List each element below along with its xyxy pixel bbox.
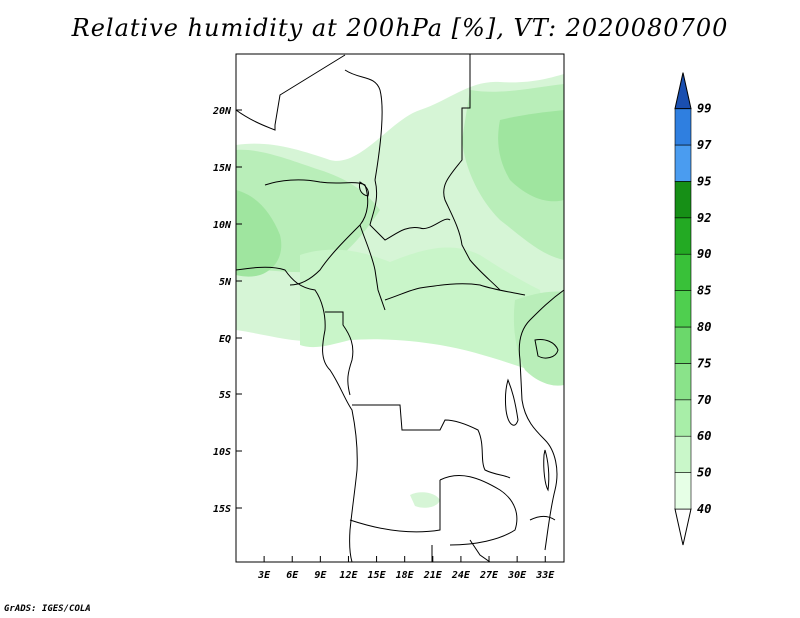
colorbar-label: 85 bbox=[697, 284, 711, 298]
colorbar-label: 92 bbox=[697, 211, 711, 225]
lat-label: 5S bbox=[219, 390, 231, 401]
lat-label: 5N bbox=[219, 277, 232, 288]
border-car-drc bbox=[384, 283, 526, 301]
colorbar-label: 95 bbox=[697, 174, 711, 188]
border-cameroon bbox=[359, 224, 386, 311]
border-congo-gabon bbox=[325, 311, 354, 396]
lon-label: 15E bbox=[368, 570, 387, 581]
coastline-east-africa bbox=[529, 515, 556, 521]
lon-label: 3E bbox=[257, 570, 271, 581]
colorbar-bin bbox=[674, 363, 692, 401]
colorbar-bin bbox=[674, 181, 692, 219]
colorbar-label: 80 bbox=[697, 320, 711, 334]
colorbar-bin bbox=[674, 326, 692, 364]
colorbar-bin bbox=[674, 108, 692, 146]
border-chad-car bbox=[369, 179, 451, 241]
lat-label: 10S bbox=[213, 447, 231, 458]
longitude-axis: 3E 6E 9E 12E 15E 18E 21E 24E 27E 30E 33E bbox=[257, 556, 555, 581]
lake-victoria bbox=[534, 339, 559, 359]
lon-label: 6E bbox=[286, 570, 299, 581]
colorbar-lower-arrow bbox=[674, 508, 692, 546]
colorbar-upper-arrow bbox=[674, 72, 692, 110]
colorbar: 40 50 60 70 75 80 85 90 92 95 97 99 bbox=[674, 72, 712, 546]
border-drc-angola bbox=[352, 404, 511, 479]
lat-label: 20N bbox=[212, 106, 232, 117]
lon-label: 9E bbox=[314, 570, 327, 581]
lake-malawi bbox=[543, 449, 550, 492]
lat-label: 15S bbox=[213, 504, 231, 515]
latitude-axis: 20N 15N 10N 5N EQ 5S 10S 15S bbox=[212, 106, 242, 515]
grads-credit: GrADS: IGES/COLA bbox=[4, 604, 91, 614]
border-nigeria bbox=[264, 179, 369, 286]
lon-label: 12E bbox=[339, 570, 358, 581]
colorbar-label: 60 bbox=[697, 429, 711, 443]
lon-label: 21E bbox=[423, 570, 443, 581]
colorbar-label: 75 bbox=[697, 356, 711, 370]
lon-label: 24E bbox=[451, 570, 471, 581]
humidity-region-west bbox=[236, 190, 282, 277]
colorbar-label: 70 bbox=[697, 393, 711, 407]
lake-chad bbox=[359, 181, 369, 197]
colorbar-label: 97 bbox=[697, 138, 712, 152]
colorbar-bin bbox=[674, 472, 692, 510]
colorbar-label: 99 bbox=[697, 102, 711, 116]
humidity-region-south-patch bbox=[410, 492, 440, 508]
humidity-shading bbox=[236, 74, 564, 508]
colorbar-bin bbox=[674, 253, 692, 291]
colorbar-bin bbox=[674, 399, 692, 437]
border-sahara-north bbox=[236, 54, 346, 131]
map-frame bbox=[235, 53, 565, 563]
border-sudan bbox=[443, 54, 501, 291]
humidity-region-central bbox=[300, 247, 542, 370]
lon-label: 30E bbox=[507, 570, 527, 581]
border-east-africa bbox=[518, 289, 564, 551]
colorbar-label: 90 bbox=[697, 247, 711, 261]
lon-label: 33E bbox=[535, 570, 555, 581]
lon-label: 18E bbox=[396, 570, 415, 581]
colorbar-bin bbox=[674, 435, 692, 473]
lat-label: EQ bbox=[219, 334, 231, 345]
border-angola-south bbox=[349, 480, 441, 533]
humidity-region-east-dark bbox=[498, 110, 564, 202]
colorbar-bin bbox=[674, 290, 692, 328]
lat-label: 15N bbox=[213, 163, 232, 174]
border-south bbox=[469, 539, 491, 562]
coastline-west bbox=[236, 266, 358, 562]
colorbar-label: 50 bbox=[697, 466, 711, 480]
lon-label: 27E bbox=[479, 570, 499, 581]
colorbar-bin bbox=[674, 144, 692, 182]
lake-tanganyika bbox=[504, 378, 519, 426]
border-libya-chad bbox=[344, 69, 383, 181]
lat-label: 10N bbox=[213, 220, 232, 231]
colorbar-bin bbox=[674, 217, 692, 255]
chart-title: Relative humidity at 200hPa [%], VT: 202… bbox=[71, 14, 729, 42]
humidity-region-lakes bbox=[513, 291, 564, 386]
colorbar-label: 40 bbox=[697, 502, 711, 516]
borders bbox=[236, 54, 564, 562]
border-zambia bbox=[439, 474, 518, 546]
